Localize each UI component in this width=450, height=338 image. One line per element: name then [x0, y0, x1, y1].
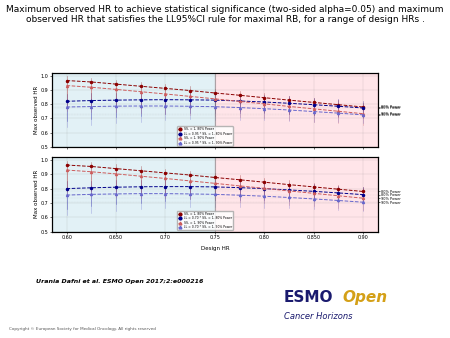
- Text: Open: Open: [342, 290, 387, 305]
- Text: ESMO: ESMO: [284, 290, 333, 305]
- Bar: [52, 73, 215, 147]
- Y-axis label: Max observed HR: Max observed HR: [34, 86, 39, 134]
- Legend: SS, = 1, 80% Power, LL = 0.95 * SS, = 1, 80% Power, SS, = 1, 90% Power, LL = 0.9: SS, = 1, 80% Power, LL = 0.95 * SS, = 1,…: [177, 126, 233, 145]
- Y-axis label: Max observed HR: Max observed HR: [34, 170, 39, 218]
- Text: Urania Dafni et al. ESMO Open 2017;2:e000216: Urania Dafni et al. ESMO Open 2017;2:e00…: [36, 279, 203, 284]
- Bar: [215, 73, 378, 147]
- Bar: [52, 157, 215, 232]
- X-axis label: Design HR: Design HR: [201, 246, 229, 250]
- Text: Maximum observed HR to achieve statistical significance (two-sided alpha=0.05) a: Maximum observed HR to achieve statistic…: [6, 5, 444, 14]
- Bar: [215, 157, 378, 232]
- Text: Copyright © European Society for Medical Oncology. All rights reserved: Copyright © European Society for Medical…: [9, 327, 156, 331]
- Text: Cancer Horizons: Cancer Horizons: [284, 312, 352, 320]
- Text: observed HR that satisfies the LL95%CI rule for maximal RB, for a range of desig: observed HR that satisfies the LL95%CI r…: [26, 15, 424, 24]
- Legend: SS, = 1, 80% Power, LL = 0.70 * SS, = 1, 80% Power, SS, = 1, 90% Power, LL = 0.7: SS, = 1, 80% Power, LL = 0.70 * SS, = 1,…: [177, 211, 233, 230]
